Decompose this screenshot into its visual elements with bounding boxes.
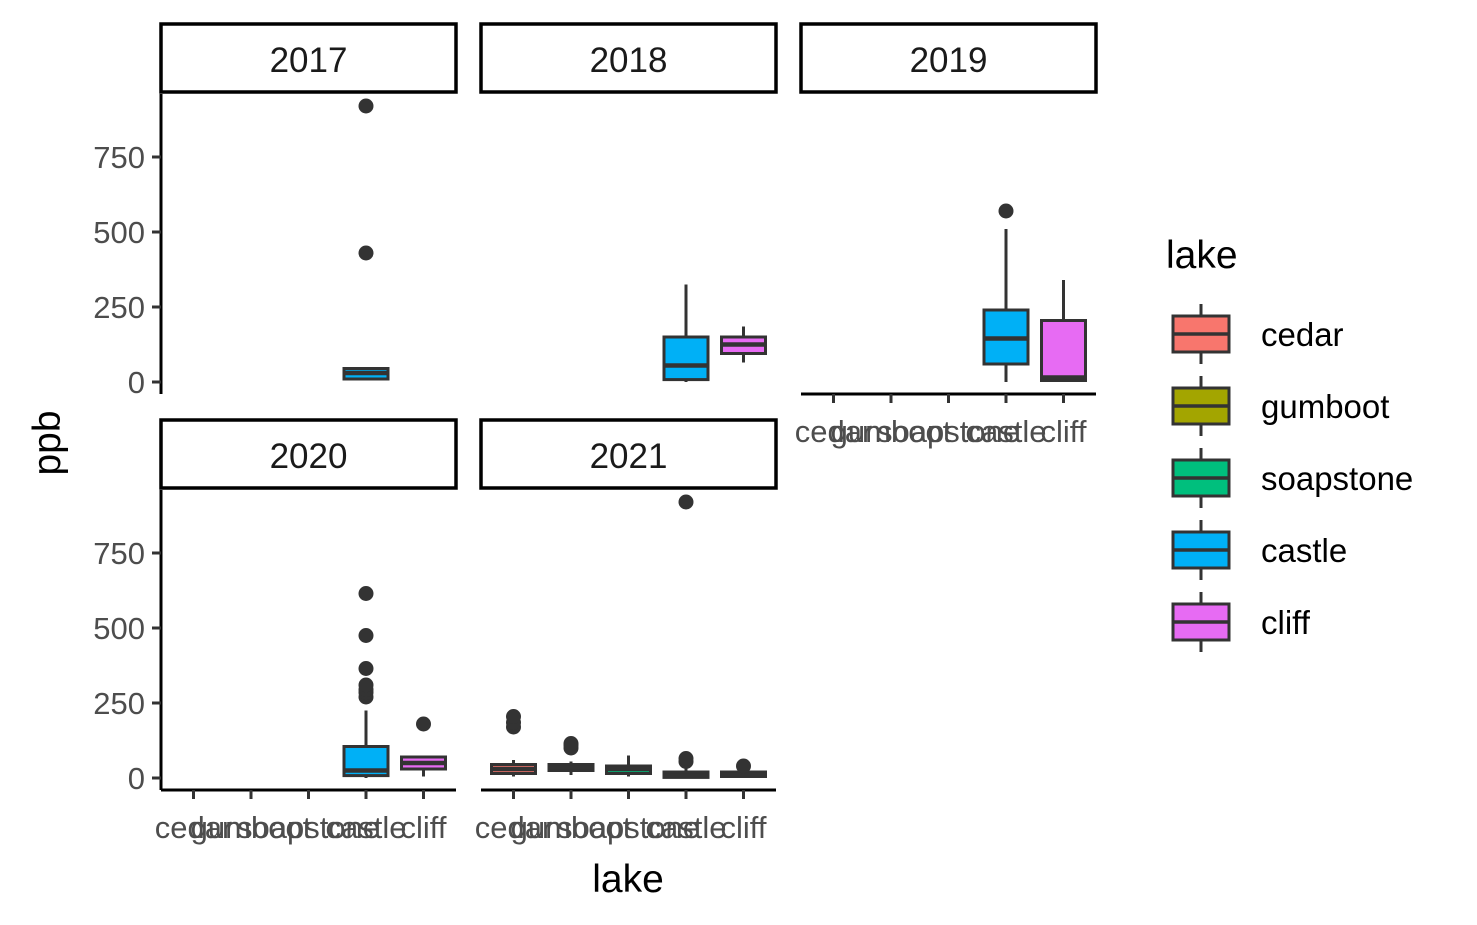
legend-label: cedar	[1261, 316, 1344, 353]
outlier-point	[358, 677, 374, 693]
facet-strip	[159, 22, 458, 94]
facet-strip-label: 2021	[590, 437, 668, 476]
x-tick-label: castle	[966, 414, 1047, 449]
boxplot-castle	[982, 203, 1030, 382]
boxplot-castle	[662, 494, 710, 779]
outlier-point	[416, 716, 431, 732]
boxplot-gumboot	[547, 736, 595, 775]
outlier-point	[358, 628, 374, 643]
outlier-point	[998, 203, 1014, 219]
y-tick-label: 500	[93, 215, 145, 250]
outlier-point	[358, 98, 374, 114]
legend-label: gumboot	[1261, 388, 1389, 425]
boxplot-cliff	[1040, 280, 1087, 382]
x-tick-label: cliff	[401, 810, 447, 845]
boxplot-cedar	[490, 709, 537, 777]
facet-strip-label: 2017	[270, 41, 348, 80]
legend-item-cliff: cliff	[1171, 592, 1311, 652]
outlier-point	[678, 494, 694, 510]
y-tick-label: 250	[93, 290, 145, 325]
boxplot-cliff	[720, 326, 767, 363]
x-tick-label: gumboot	[831, 414, 952, 449]
outlier-point	[358, 661, 374, 676]
outlier-point	[506, 709, 521, 724]
legend-item-soapstone: soapstone	[1171, 448, 1413, 508]
legend-label: castle	[1261, 532, 1347, 569]
legend-label: cliff	[1261, 604, 1311, 641]
x-axis-title: lake	[592, 858, 664, 901]
x-tick-label: castle	[326, 810, 407, 845]
x-tick-label: cliff	[1041, 414, 1087, 449]
boxplot-castle	[342, 98, 390, 381]
facet-strip	[799, 22, 1098, 94]
x-tick-label: soapstone	[557, 810, 700, 845]
outlier-point	[358, 586, 374, 601]
boxplot-castle	[342, 586, 390, 778]
boxplot-soapstone	[605, 755, 652, 777]
legend-label: soapstone	[1261, 460, 1413, 497]
x-tick-label: cliff	[721, 810, 767, 845]
legend: lake cedar gumboot soapstone castle cliff	[1166, 234, 1413, 652]
facet-strip-label: 2019	[910, 41, 988, 80]
x-tick-label: cedar	[155, 810, 233, 845]
y-tick-label: 500	[93, 611, 145, 646]
facet-strip	[159, 418, 458, 490]
facet-strip-label: 2018	[590, 41, 668, 80]
x-tick-label: gumboot	[511, 810, 632, 845]
legend-title: lake	[1166, 234, 1238, 277]
x-tick-label: soapstone	[237, 810, 380, 845]
x-tick-label: soapstone	[877, 414, 1020, 449]
x-tick-label: gumboot	[191, 810, 312, 845]
box-iqr	[662, 335, 710, 382]
boxplot-cliff	[400, 716, 447, 777]
y-tick-label: 750	[93, 140, 145, 175]
x-tick-label: castle	[646, 810, 727, 845]
y-tick-label: 0	[128, 365, 145, 400]
legend-item-cedar: cedar	[1171, 304, 1344, 364]
y-axis-title: ppb	[26, 410, 69, 475]
outlier-point	[736, 758, 751, 774]
outlier-point	[563, 736, 579, 751]
y-tick-label: 750	[93, 536, 145, 571]
legend-item-castle: castle	[1171, 520, 1347, 580]
legend-item-gumboot: gumboot	[1171, 376, 1389, 436]
facet-strip	[479, 418, 778, 490]
boxplot-castle	[662, 284, 710, 382]
boxplot-cliff	[720, 758, 767, 778]
outlier-point	[358, 245, 374, 261]
box-iqr	[1040, 319, 1087, 382]
y-tick-label: 250	[93, 686, 145, 721]
facet-strip	[479, 22, 778, 94]
y-tick-label: 0	[128, 761, 145, 796]
facet-strip-label: 2020	[270, 437, 348, 476]
x-tick-label: cedar	[475, 810, 553, 845]
outlier-point	[678, 751, 694, 766]
x-tick-label: cedar	[795, 414, 873, 449]
